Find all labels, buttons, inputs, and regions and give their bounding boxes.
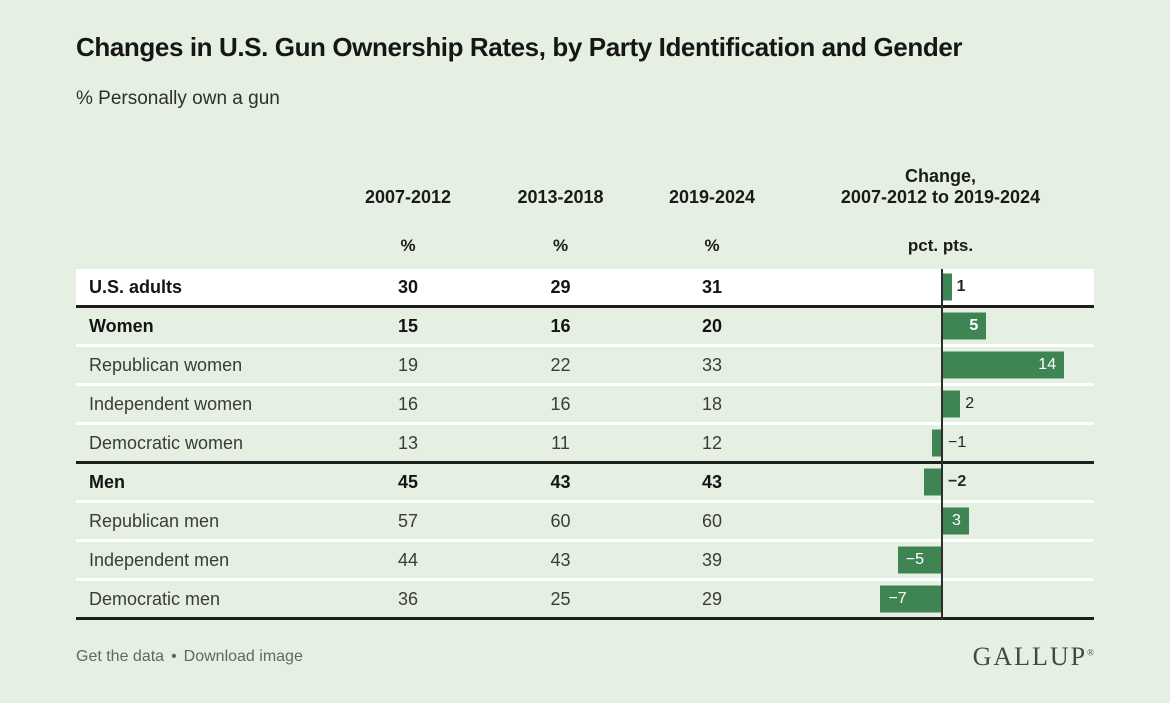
table-row-republican-men: Republican men 57 60 60 3 — [76, 503, 1094, 542]
row-label: Democratic men — [89, 588, 221, 609]
header-change-column: Change, 2007-2012 to 2019-2024 — [787, 166, 1094, 208]
table-row-women: Women 15 16 20 5 — [76, 308, 1094, 347]
change-bar — [923, 468, 941, 496]
header-spacer — [76, 236, 332, 256]
change-bar — [943, 507, 969, 535]
change-bar-cell: 5 — [787, 308, 1094, 344]
change-value: −7 — [888, 590, 907, 607]
header-period-2013-2018: 2013-2018 — [517, 187, 604, 207]
change-value: −2 — [948, 473, 967, 490]
change-bar — [932, 429, 941, 457]
row-label: Independent men — [89, 549, 230, 570]
change-bar — [897, 546, 941, 574]
footer-links: Get the data • Download image — [76, 648, 303, 666]
unit-percent-1: % — [400, 236, 416, 255]
header-change-line2: 2007-2012 to 2019-2024 — [840, 187, 1041, 207]
value-2019-2024: 20 — [701, 315, 723, 336]
change-bar — [943, 312, 987, 340]
download-image-link[interactable]: Download image — [183, 648, 303, 665]
row-label: Democratic women — [89, 432, 244, 453]
change-bar-cell: 2 — [787, 386, 1094, 422]
change-value: 14 — [1038, 356, 1057, 373]
value-2007-2012: 15 — [397, 315, 419, 336]
change-bar-cell: 14 — [787, 347, 1094, 383]
change-bar — [943, 351, 1065, 379]
row-label: Independent women — [89, 393, 253, 414]
footer: Get the data • Download image GALLUP® — [76, 642, 1094, 672]
value-2019-2024: 43 — [701, 471, 723, 492]
change-bar-cell: 3 — [787, 503, 1094, 539]
value-2007-2012: 45 — [397, 471, 419, 492]
table-header-units: % % % pct. pts. — [76, 236, 1094, 256]
table-body: U.S. adults 30 29 31 1 Women 15 16 20 5 … — [76, 269, 1094, 620]
value-2013-2018: 22 — [550, 354, 571, 375]
row-label: Republican men — [89, 510, 220, 531]
page-title: Changes in U.S. Gun Ownership Rates, by … — [76, 32, 963, 62]
header-period-2019-2024: 2019-2024 — [668, 187, 756, 207]
change-value: 5 — [969, 317, 979, 334]
change-bar-cell: 1 — [787, 269, 1094, 305]
unit-percent-2: % — [552, 236, 569, 255]
change-value: 1 — [956, 278, 966, 295]
value-2007-2012: 44 — [397, 549, 419, 570]
change-bar-cell: −7 — [787, 581, 1094, 617]
value-2013-2018: 25 — [550, 588, 571, 609]
gallup-logo-text: GALLUP — [972, 642, 1088, 671]
value-2013-2018: 43 — [550, 549, 571, 570]
value-2019-2024: 31 — [701, 276, 723, 297]
value-2019-2024: 33 — [701, 354, 723, 375]
table-row-independent-women: Independent women 16 16 18 2 — [76, 386, 1094, 425]
value-2013-2018: 60 — [550, 510, 571, 531]
table-row-men: Men 45 43 43 −2 — [76, 464, 1094, 503]
change-bar-cell: −2 — [787, 464, 1094, 500]
value-2013-2018: 43 — [550, 471, 571, 492]
header-change-line1: Change, — [904, 166, 976, 186]
value-2013-2018: 29 — [550, 276, 571, 297]
change-bar — [880, 585, 941, 613]
change-bar-cell: −1 — [787, 425, 1094, 461]
change-value: −1 — [948, 434, 967, 451]
row-label: Men — [89, 471, 125, 492]
registered-mark-icon: ® — [1087, 647, 1094, 658]
unit-pct-pts: pct. pts. — [907, 236, 974, 255]
change-value: 3 — [952, 512, 961, 529]
value-2007-2012: 36 — [397, 588, 419, 609]
change-value: −5 — [905, 551, 924, 568]
change-bar — [943, 273, 952, 301]
gallup-logo: GALLUP® — [973, 642, 1094, 672]
value-2019-2024: 29 — [701, 588, 723, 609]
header-period-2007-2012: 2007-2012 — [364, 187, 452, 207]
change-value: 2 — [965, 395, 975, 412]
table-header-periods: 2007-2012 2013-2018 2019-2024 Change, 20… — [76, 166, 1094, 208]
value-2013-2018: 11 — [551, 432, 570, 453]
value-2013-2018: 16 — [550, 393, 571, 414]
chart-subtitle: % Personally own a gun — [76, 88, 280, 109]
zero-axis-line — [941, 269, 943, 620]
value-2007-2012: 16 — [397, 393, 419, 414]
change-bar — [943, 390, 961, 418]
value-2007-2012: 57 — [397, 510, 419, 531]
value-2019-2024: 39 — [701, 549, 723, 570]
value-2013-2018: 16 — [550, 315, 571, 336]
value-2007-2012: 19 — [397, 354, 419, 375]
row-label: Republican women — [89, 354, 243, 375]
change-bar-cell: −5 — [787, 542, 1094, 578]
table-row-democratic-men: Democratic men 36 25 29 −7 — [76, 581, 1094, 620]
value-2019-2024: 60 — [701, 510, 723, 531]
row-label: Women — [89, 315, 154, 336]
value-2007-2012: 30 — [397, 276, 419, 297]
value-2019-2024: 18 — [701, 393, 723, 414]
row-label: U.S. adults — [89, 276, 183, 297]
table-row-democratic-women: Democratic women 13 11 12 −1 — [76, 425, 1094, 464]
value-2019-2024: 12 — [701, 432, 723, 453]
get-the-data-link[interactable]: Get the data — [76, 648, 165, 665]
unit-percent-3: % — [704, 236, 720, 255]
footer-bullet-separator: • — [171, 648, 177, 665]
table-row-independent-men: Independent men 44 43 39 −5 — [76, 542, 1094, 581]
table-row-republican-women: Republican women 19 22 33 14 — [76, 347, 1094, 386]
table-row-us-adults: U.S. adults 30 29 31 1 — [76, 269, 1094, 308]
value-2007-2012: 13 — [397, 432, 419, 453]
